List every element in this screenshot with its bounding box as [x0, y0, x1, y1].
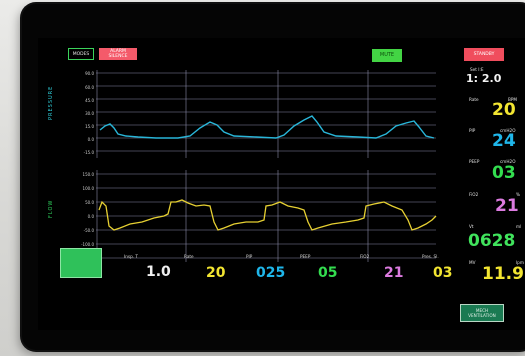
- peep-label: PEEP: [469, 159, 480, 164]
- pip-label: PIP: [469, 128, 476, 133]
- green-status-button[interactable]: [60, 248, 102, 278]
- flow-tick: -100.0: [81, 242, 94, 247]
- flow-tick: 50.0: [85, 200, 94, 205]
- ventilator-screen: MODES ALARM SILENCE MUTE STANDBY PRESSUR…: [38, 38, 525, 330]
- mute-button[interactable]: MUTE: [372, 49, 402, 62]
- pressure-trace: [99, 115, 435, 139]
- bottom-fio2-label: FiO2: [360, 254, 370, 259]
- fio2-label: FiO2: [469, 192, 479, 197]
- vt-value: 0628: [468, 231, 516, 251]
- flow-waveform-graph: [96, 170, 437, 262]
- pressure-tick: -15.0: [83, 150, 94, 155]
- pressure-tick: 0.0: [87, 137, 94, 142]
- flow-tick: 0.0: [87, 214, 94, 219]
- pip-unit: cmH2O: [500, 128, 516, 133]
- peep-value: 03: [492, 163, 516, 183]
- bottom-rate-label: Rate: [184, 254, 194, 259]
- standby-button[interactable]: STANDBY: [464, 48, 504, 61]
- rate-unit: BPM: [508, 97, 518, 102]
- pressure-axis-title: PRESSURE: [48, 85, 54, 120]
- insp-t-label: Insp. T: [124, 254, 138, 259]
- pressure-tick: 90.0: [85, 71, 94, 76]
- mv-label: MV: [469, 260, 476, 265]
- pres-sl-value: 03: [433, 265, 453, 281]
- ie-value: 1: 2.0: [466, 72, 502, 85]
- ie-label: Set I:E: [470, 67, 484, 72]
- bottom-peep-value: 05: [318, 265, 338, 281]
- peep-unit: cmH2O: [500, 159, 516, 164]
- vt-label: Vt: [469, 224, 474, 229]
- flow-tick: 100.0: [82, 186, 94, 191]
- fio2-unit: %: [516, 192, 520, 197]
- fio2-value: 21: [495, 196, 519, 216]
- bottom-peep-label: PEEP: [300, 254, 311, 259]
- pip-value: 24: [492, 131, 516, 151]
- bottom-fio2-value: 21: [384, 265, 404, 281]
- pressure-tick: 60.0: [85, 85, 94, 90]
- mv-value: 11.9: [482, 264, 524, 284]
- flow-tick: 150.0: [82, 172, 94, 177]
- pres-sl-label: Pres. Sl.: [422, 254, 439, 259]
- pressure-tick: 15.0: [85, 124, 94, 129]
- pressure-tick: 45.0: [85, 98, 94, 103]
- rate-value: 20: [492, 100, 516, 120]
- pressure-tick: 30.0: [85, 111, 94, 116]
- insp-t-value: 1.0: [146, 264, 171, 280]
- flow-trace: [98, 199, 437, 231]
- mech-ventilation-button[interactable]: MECH VENTILATION: [460, 304, 504, 322]
- flow-axis-title: FLOW: [48, 199, 54, 218]
- bottom-rate-value: 20: [206, 265, 226, 281]
- mv-unit: lpm: [516, 260, 524, 265]
- modes-button[interactable]: MODES: [68, 48, 94, 60]
- bottom-pip-value: 025: [256, 265, 286, 281]
- pressure-waveform-graph: [96, 70, 436, 158]
- alarm-silence-button[interactable]: ALARM SILENCE: [99, 48, 137, 60]
- rate-label: Rate: [469, 97, 479, 102]
- flow-tick: -50.0: [83, 228, 94, 233]
- vt-unit: ml: [516, 224, 522, 229]
- bottom-pip-label: PIP: [246, 254, 253, 259]
